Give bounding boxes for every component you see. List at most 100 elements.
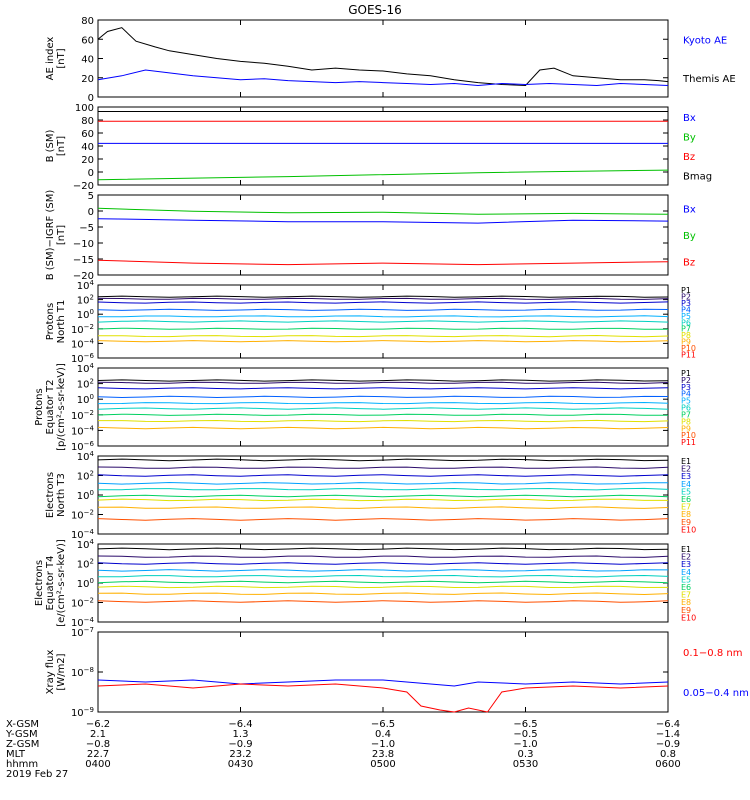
y-axis-label: Protons [34, 388, 45, 425]
x-axis-table: X-GSM −6.2 −6.4 −6.5 −6.5 −6.4Y-GSM 2.1 1.3 0.4−… [5, 719, 681, 780]
panel-pe: 10−6 10−4 10−2 100 102 104 Protons Equator T2 [p… [34, 362, 696, 453]
channel-label: P8 [681, 417, 691, 426]
y-tick-label: 10−9 [71, 706, 94, 719]
y-axis-label: Equator T4 [45, 556, 56, 611]
channel-label: E2 [681, 553, 691, 562]
channel-label: P6 [681, 404, 691, 413]
y-axis-label: [nT] [56, 136, 67, 156]
channel-label: E4 [681, 568, 691, 577]
x-axis-value: 0500 [370, 759, 395, 770]
y-tick-label: 10−2 [71, 597, 94, 610]
panel-frame [97, 631, 669, 713]
x-axis-row-label: hhmm [6, 759, 38, 770]
channel-line [97, 340, 669, 343]
channel-label: P4 [681, 390, 691, 399]
channel-label: E10 [681, 613, 696, 622]
channel-label: E1 [681, 457, 691, 466]
y-tick-label: 100 [77, 393, 94, 406]
x-axis-value: −0.9 [656, 739, 680, 750]
y-tick-label: −10 [73, 239, 94, 250]
channel-line [97, 562, 669, 565]
series-line [97, 683, 669, 713]
y-tick-label: 10−2 [71, 509, 94, 522]
series-line [97, 69, 669, 87]
y-axis-label: [e/(cm²-s-sr-keV)] [56, 539, 67, 627]
channel-line [97, 387, 669, 390]
channel-label: E9 [681, 518, 691, 527]
x-axis-value: −6.5 [371, 719, 395, 730]
y-tick-label: 10−4 [71, 528, 95, 541]
channel-label: P1 [681, 369, 691, 378]
channel-line [97, 592, 669, 596]
channel-label: P1 [681, 286, 691, 295]
y-tick-label: 102 [77, 558, 94, 571]
y-axis-label: B (SM) [45, 129, 56, 162]
y-tick-label: 104 [77, 450, 95, 463]
y-tick-label: 40 [81, 142, 94, 153]
channel-line [97, 600, 669, 603]
y-tick-label: 10−6 [71, 352, 95, 365]
y-axis-label: North T3 [56, 473, 67, 517]
channel-line [97, 426, 669, 430]
channel-label: P9 [681, 424, 691, 433]
panel-ee: 10−4 10−2 100 102 104 Electrons Equator T4 [e/(… [34, 538, 696, 629]
x-axis-value: −1.4 [656, 729, 680, 740]
panel-bres: −20 −15 −10 −5 0 5 B (SM)−IGRF (SM) [nT] Bx By Bz [45, 190, 696, 282]
channel-label: P2 [681, 292, 691, 301]
x-axis-row-label: Z-GSM [6, 739, 39, 750]
x-axis-row-label: X-GSM [6, 719, 39, 730]
channel-label: E2 [681, 465, 691, 474]
x-axis-value: 0400 [85, 759, 110, 770]
y-axis-label: Equator T2 [45, 380, 56, 435]
channel-line [98, 419, 669, 423]
x-axis-value: −0.5 [513, 729, 537, 740]
channel-line [97, 327, 668, 330]
channel-label: P3 [681, 299, 691, 308]
y-tick-label: 10−7 [71, 626, 94, 639]
channel-line [98, 487, 669, 491]
legend-entry: Kyoto AE [683, 35, 727, 46]
y-axis-label: [W/m2] [56, 653, 67, 690]
channel-label: E6 [681, 583, 691, 592]
legend-entry: Bz [683, 152, 695, 163]
x-axis-value: −0.8 [86, 739, 110, 750]
channel-line [97, 401, 669, 405]
channel-line [97, 297, 669, 300]
channel-label: E8 [681, 598, 691, 607]
channel-label: P9 [681, 338, 691, 347]
channel-line [97, 580, 669, 584]
y-tick-label: 10−2 [71, 323, 94, 336]
channel-label: E5 [681, 487, 691, 496]
channel-label: P7 [681, 410, 691, 419]
channel-line [97, 301, 669, 304]
channel-label: P11 [681, 351, 696, 360]
channel-label: P10 [681, 344, 696, 353]
y-tick-label: 102 [77, 294, 94, 307]
channel-label: E6 [681, 495, 691, 504]
x-axis-value: −6.4 [228, 719, 252, 730]
x-axis-value: −0.9 [228, 739, 252, 750]
y-axis-label: Xray flux [45, 650, 56, 695]
y-tick-label: 102 [77, 470, 94, 483]
x-axis-value: 2.1 [90, 729, 106, 740]
channel-label: E3 [681, 560, 691, 569]
channel-line [97, 381, 669, 384]
series-line [97, 27, 669, 87]
y-tick-label: 80 [81, 116, 94, 127]
y-tick-label: 40 [81, 55, 94, 66]
channel-label: P8 [681, 331, 691, 340]
y-tick-label: −5 [79, 223, 94, 234]
panel-en: 10−4 10−2 100 102 104 Electrons North T3 E1E2E3… [45, 450, 696, 541]
y-tick-label: 100 [77, 577, 94, 590]
channel-line [97, 518, 669, 521]
channel-line [97, 395, 669, 399]
series-line [97, 218, 669, 224]
x-axis-value: 1.3 [233, 729, 249, 740]
y-tick-label: 60 [81, 129, 94, 140]
y-tick-label: 10−2 [71, 409, 94, 422]
date-label: 2019 Feb 27 [6, 769, 68, 780]
series-line [97, 679, 669, 687]
legend-entry: Themis AE [682, 74, 736, 85]
